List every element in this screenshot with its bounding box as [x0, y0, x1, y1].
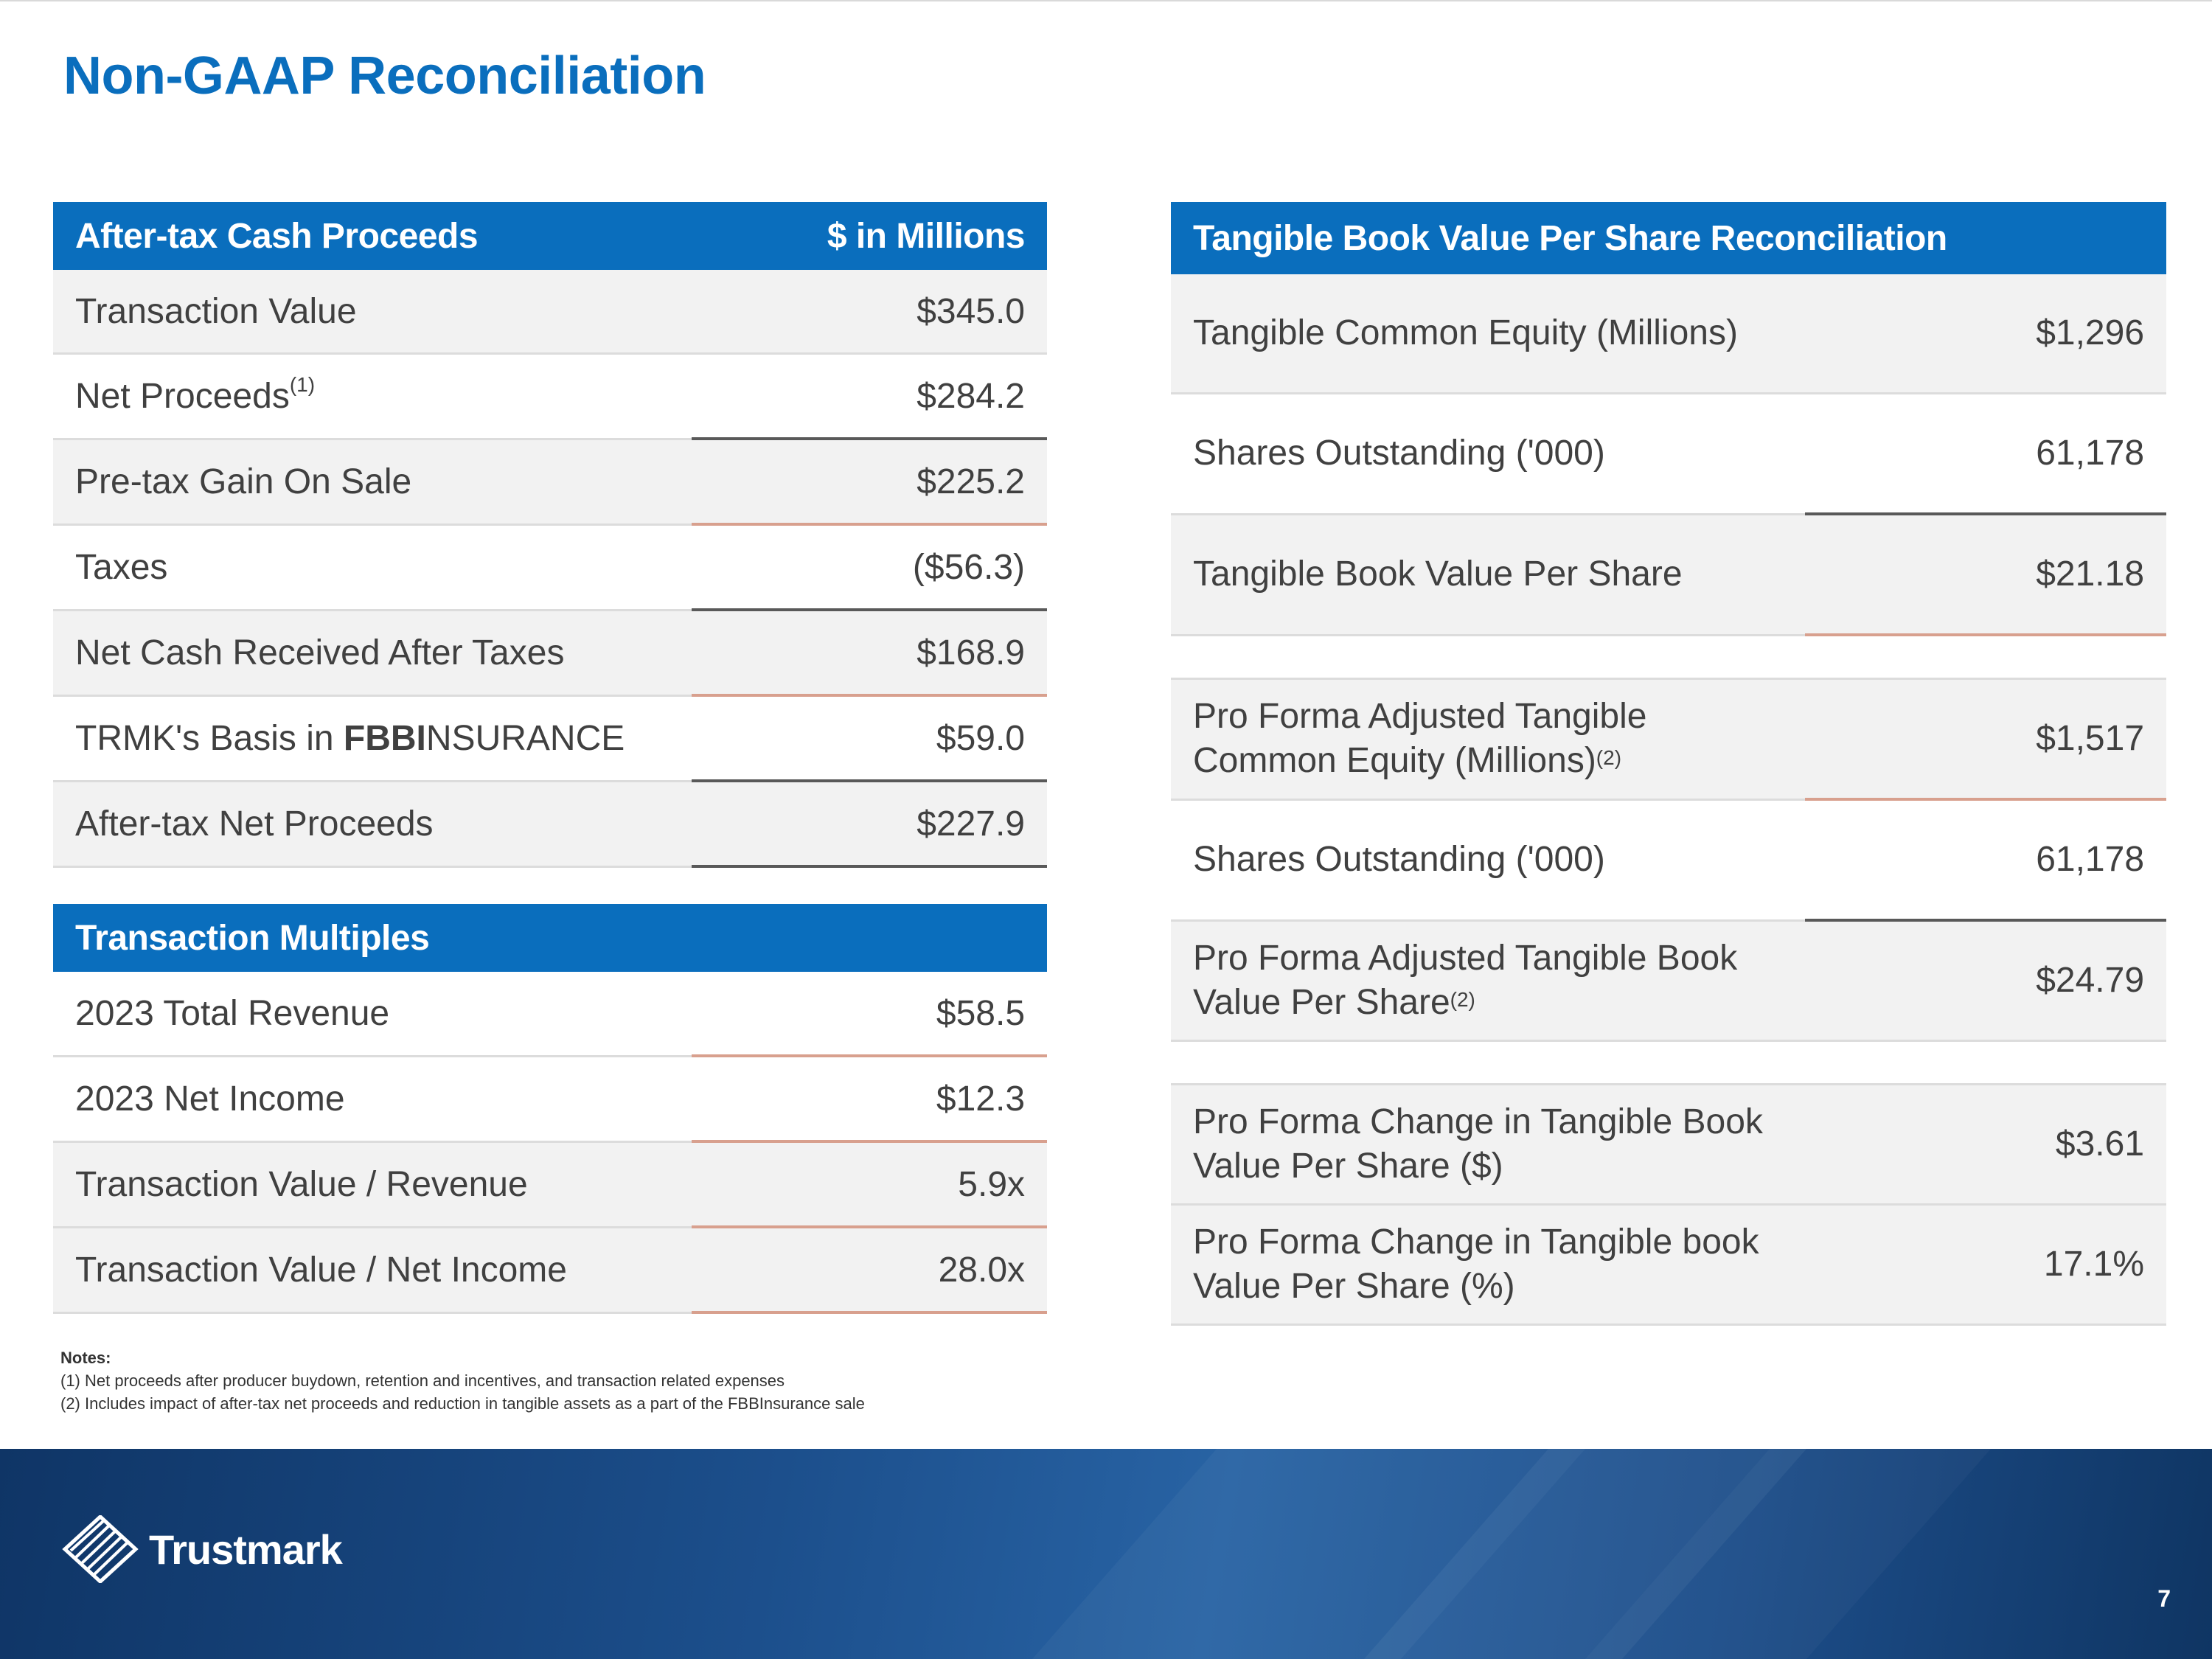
trustmark-logo: Trustmark [62, 1515, 343, 1583]
row-value: 61,178 [1805, 799, 2167, 922]
table-row: 2023 Total Revenue $58.5 [53, 972, 1048, 1057]
table-row: Transaction Value $345.0 [53, 270, 1047, 355]
tbv-reconciliation-table: Tangible Book Value Per Share Reconcilia… [1171, 202, 2167, 1326]
row-value: $58.5 [692, 972, 1048, 1057]
footer-band: Trustmark 7 [0, 1449, 2212, 1659]
table-row: Shares Outstanding ('000) 61,178 [1171, 393, 2167, 515]
footnote-ref: (2) [1450, 987, 1475, 1011]
table-header-row: Tangible Book Value Per Share Reconcilia… [1171, 202, 2167, 274]
table-row: Net Cash Received After Taxes $168.9 [53, 610, 1047, 697]
row-label: Pro Forma Change in Tangible Book Value P… [1171, 1084, 1805, 1206]
footnote-1: (1) Net proceeds after producer buydown,… [60, 1371, 785, 1390]
table-row: Pro Forma Adjusted Tangible Book Value Pe… [1171, 920, 2167, 1042]
page-title: Non-GAAP Reconciliation [63, 46, 706, 105]
table-row: Shares Outstanding ('000) 61,178 [1171, 799, 2167, 922]
row-value: $24.79 [1805, 920, 2167, 1042]
row-label: After-tax Net Proceeds [53, 781, 692, 868]
row-value: $168.9 [692, 610, 1047, 697]
row-value: $284.2 [692, 353, 1047, 440]
row-label: Tangible Common Equity (Millions) [1171, 274, 1805, 394]
row-label: Shares Outstanding ('000) [1171, 799, 1805, 922]
table-row: Tangible Book Value Per Share $21.18 [1171, 514, 2167, 636]
notes-heading: Notes: [60, 1349, 111, 1367]
trustmark-logo-icon [62, 1515, 139, 1583]
cash-proceeds-table: After-tax Cash Proceeds $ in Millions Tr… [53, 202, 1047, 868]
row-value: $59.0 [692, 695, 1047, 782]
row-value: $1,296 [1805, 274, 2167, 394]
row-label: Pro Forma Adjusted Tangible Common Equity… [1171, 678, 1805, 801]
table-header-row: Transaction Multiples [53, 904, 1048, 972]
row-label: 2023 Total Revenue [53, 972, 692, 1057]
row-label: Transaction Value [53, 270, 692, 355]
row-value: 17.1% [1805, 1204, 2167, 1326]
row-label: Transaction Value / Revenue [53, 1141, 692, 1228]
table-spacer [1171, 1040, 2167, 1085]
row-label: 2023 Net Income [53, 1056, 692, 1143]
row-label: Tangible Book Value Per Share [1171, 514, 1805, 636]
footnote-ref: (2) [1596, 746, 1622, 770]
transaction-multiples-table: Transaction Multiples 2023 Total Revenue… [53, 904, 1048, 1314]
cash-proceeds-header: After-tax Cash Proceeds [53, 202, 692, 270]
page-number: 7 [2157, 1585, 2171, 1612]
row-value: 28.0x [692, 1227, 1048, 1314]
table-row: After-tax Net Proceeds $227.9 [53, 781, 1047, 868]
row-label: Taxes [53, 524, 692, 611]
row-label: Net Cash Received After Taxes [53, 610, 692, 697]
row-value: $1,517 [1805, 678, 2167, 801]
footnotes: Notes: (1) Net proceeds after producer b… [60, 1346, 865, 1415]
row-label: Pro Forma Adjusted Tangible Book Value Pe… [1171, 920, 1805, 1042]
table-row: TRMK's Basis in FBBINSURANCE $59.0 [53, 695, 1047, 782]
brand-name: Trustmark [149, 1526, 343, 1573]
footer-decoration [1032, 1449, 1806, 1659]
table-row: Transaction Value / Net Income 28.0x [53, 1227, 1048, 1314]
table-row: Taxes ($56.3) [53, 524, 1047, 611]
row-value: 5.9x [692, 1141, 1048, 1228]
table-header-row: After-tax Cash Proceeds $ in Millions [53, 202, 1047, 270]
row-label: Pro Forma Change in Tangible book Value P… [1171, 1204, 1805, 1326]
row-label: Net Proceeds(1) [53, 353, 692, 440]
table-row: Pre-tax Gain On Sale $225.2 [53, 439, 1047, 526]
table-spacer [1171, 635, 2167, 680]
table-row: Pro Forma Change in Tangible book Value P… [1171, 1204, 2167, 1326]
units-header: $ in Millions [692, 202, 1047, 270]
brand-fbbi: FBBI [343, 718, 426, 758]
row-value: $12.3 [692, 1056, 1048, 1143]
row-value: $225.2 [692, 439, 1047, 526]
row-value: $3.61 [1805, 1084, 2167, 1206]
row-label: Pre-tax Gain On Sale [53, 439, 692, 526]
row-value: 61,178 [1805, 393, 2167, 515]
row-value: $345.0 [692, 270, 1047, 355]
footnote-ref: (1) [289, 372, 316, 396]
table-row: Pro Forma Change in Tangible Book Value P… [1171, 1084, 2167, 1206]
top-rule [0, 0, 2212, 1]
row-value: $227.9 [692, 781, 1047, 868]
table-row: Net Proceeds(1) $284.2 [53, 353, 1047, 440]
row-value: ($56.3) [692, 524, 1047, 611]
row-value: $21.18 [1805, 514, 2167, 636]
row-label: Shares Outstanding ('000) [1171, 393, 1805, 515]
table-row: Transaction Value / Revenue 5.9x [53, 1141, 1048, 1228]
footnote-2: (2) Includes impact of after-tax net pro… [60, 1394, 865, 1413]
row-label: Transaction Value / Net Income [53, 1227, 692, 1314]
table-row: Tangible Common Equity (Millions) $1,296 [1171, 274, 2167, 394]
table-row: 2023 Net Income $12.3 [53, 1056, 1048, 1143]
tbv-header: Tangible Book Value Per Share Reconcilia… [1171, 202, 2167, 274]
row-label: TRMK's Basis in FBBINSURANCE [53, 695, 692, 782]
table-row: Pro Forma Adjusted Tangible Common Equity… [1171, 678, 2167, 801]
multiples-header: Transaction Multiples [53, 904, 1048, 972]
